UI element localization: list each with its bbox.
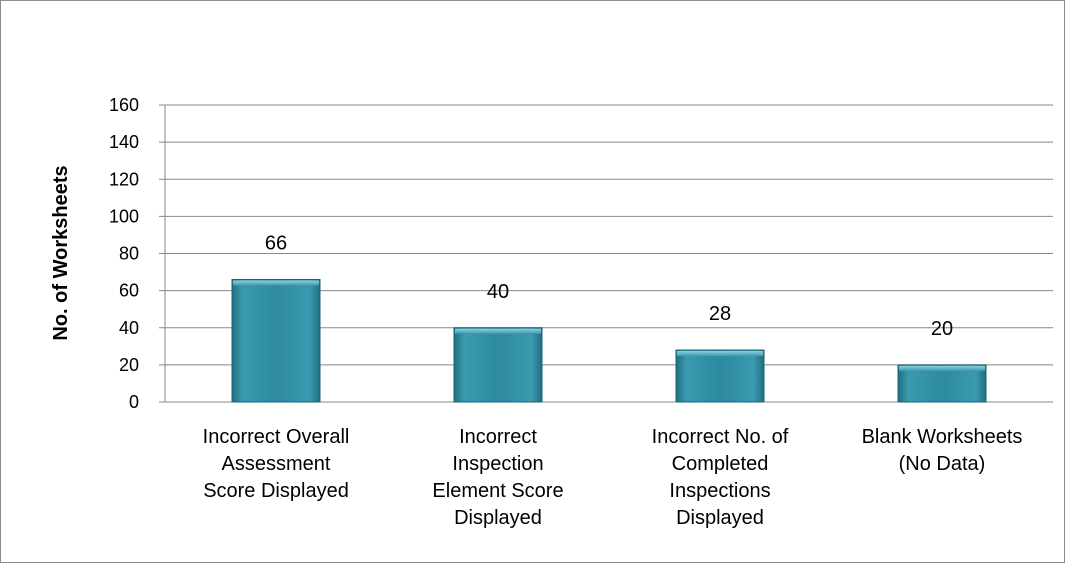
y-axis-label: No. of Worksheets (50, 165, 72, 340)
y-tick-label: 40 (119, 318, 139, 338)
x-category-line: Incorrect (459, 426, 537, 448)
x-category-line: Incorrect Overall (203, 426, 350, 448)
bar (231, 278, 321, 403)
y-tick-label: 120 (109, 169, 139, 189)
bar-body (453, 327, 543, 403)
x-category-line: Displayed (454, 507, 542, 529)
data-labels: 66 40 28 20 (265, 232, 953, 339)
bar-highlight (677, 351, 763, 357)
y-tick-label: 20 (119, 355, 139, 375)
bar-body (231, 278, 321, 403)
y-tick-label: 100 (109, 206, 139, 226)
bar-highlight (899, 365, 985, 371)
bar-body (675, 349, 765, 403)
x-category-line: Incorrect No. of (652, 426, 789, 448)
x-category-label: Blank Worksheets (No Data) (862, 426, 1023, 475)
y-axis: 0 20 40 60 80 100 120 140 160 (109, 95, 166, 412)
x-category-line: Element Score (432, 480, 563, 502)
x-category-label: Incorrect Overall Assessment Score Display… (203, 426, 350, 502)
bar-highlight (455, 328, 541, 334)
x-category-line: Score Displayed (203, 480, 349, 502)
x-category-line: Blank Worksheets (862, 426, 1023, 448)
x-category-line: Inspection (452, 453, 543, 475)
bars (231, 278, 987, 403)
x-category-line: Completed (672, 453, 769, 475)
data-label: 28 (709, 303, 731, 325)
y-tick-label: 0 (129, 392, 139, 412)
data-label: 66 (265, 232, 287, 254)
x-category-label: Incorrect No. of Completed Inspections Disp… (652, 426, 789, 529)
bar (453, 327, 543, 403)
bar (897, 364, 987, 403)
y-tick-label: 60 (119, 281, 139, 301)
x-category-line: (No Data) (899, 453, 986, 475)
data-label: 20 (931, 318, 953, 340)
x-category-label: Incorrect Inspection Element Score Displaye… (432, 426, 563, 529)
bar-body (897, 364, 987, 403)
y-tick-label: 80 (119, 244, 139, 264)
x-category-line: Inspections (669, 480, 770, 502)
y-tick-label: 140 (109, 132, 139, 152)
y-tick-label: 160 (109, 95, 139, 115)
data-label: 40 (487, 281, 509, 303)
x-category-line: Displayed (676, 507, 764, 529)
x-axis-categories: Incorrect Overall Assessment Score Display… (203, 426, 1023, 529)
x-category-line: Assessment (222, 453, 331, 475)
bar-highlight (233, 280, 319, 286)
bar (675, 349, 765, 403)
